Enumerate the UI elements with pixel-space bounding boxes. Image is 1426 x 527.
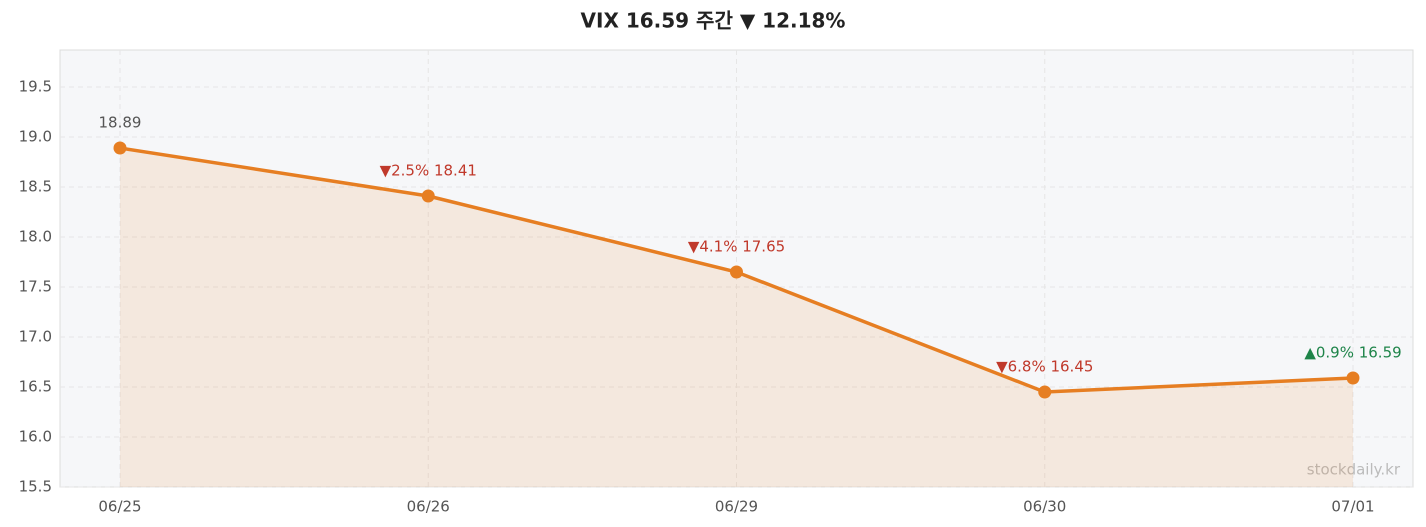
- x-tick-label: 07/01: [1331, 498, 1374, 516]
- y-tick-label: 19.5: [19, 78, 52, 96]
- area: [120, 148, 1353, 487]
- y-tick-label: 17.0: [19, 328, 52, 346]
- point: [1038, 385, 1052, 399]
- y-tick-label: 16.5: [19, 378, 52, 396]
- x-tick-label: 06/29: [715, 498, 758, 516]
- point: [730, 265, 743, 279]
- x-tick-label: 06/30: [1023, 498, 1066, 516]
- value-label: ▼6.8% 16.45: [996, 358, 1093, 376]
- value-label: ▲0.9% 16.59: [1304, 344, 1401, 362]
- point: [1346, 371, 1360, 385]
- value-label: ▼2.5% 18.41: [380, 162, 477, 180]
- x-tick-label: 06/25: [98, 498, 141, 516]
- y-tick-label: 18.5: [19, 178, 52, 196]
- value-label: ▼4.1% 17.65: [688, 238, 785, 256]
- watermark: stockdaily.kr: [1307, 461, 1401, 479]
- value-label: 18.89: [99, 114, 142, 132]
- point: [113, 141, 127, 155]
- y-tick-label: 19.0: [19, 128, 52, 146]
- x-tick-label: 06/26: [407, 498, 450, 516]
- y-tick-label: 16.0: [19, 428, 52, 446]
- point: [421, 189, 435, 203]
- chart-title: VIX 16.59 주간 ▼ 12.18%: [581, 9, 846, 33]
- y-tick-label: 17.5: [19, 278, 52, 296]
- y-tick-label: 18.0: [19, 228, 52, 246]
- y-tick-label: 15.5: [19, 478, 52, 496]
